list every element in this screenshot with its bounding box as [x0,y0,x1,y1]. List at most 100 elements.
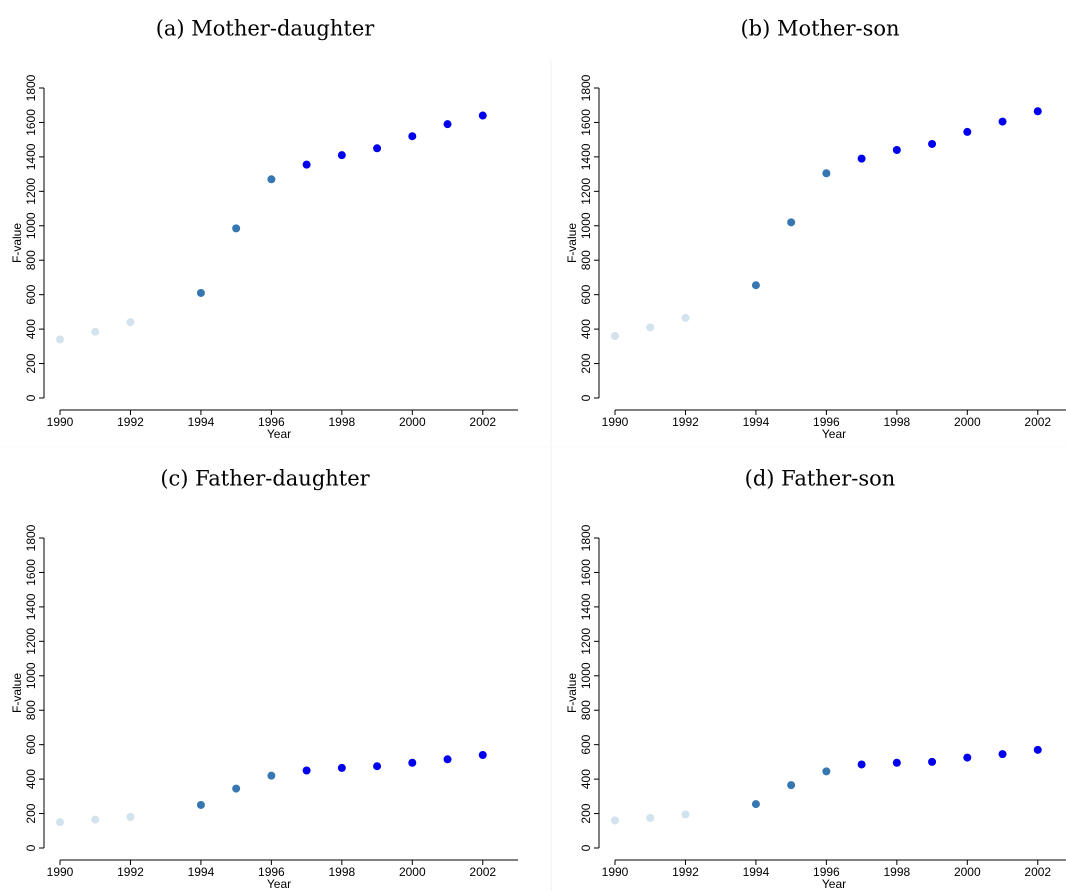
x-tick-label: 1992 [117,865,144,879]
point [126,813,135,821]
y-tick-label: 1400 [24,143,38,170]
x-tick-label: 2002 [469,865,496,879]
point [478,751,487,759]
y-tick-label: 0 [24,394,38,401]
point [302,160,311,169]
point [373,762,382,771]
y-axis-label: F-value [565,673,579,713]
y-tick-label: 600 [24,284,38,304]
point [646,813,655,822]
point [751,281,760,290]
x-tick-label: 1996 [258,415,285,429]
x-tick-label: 1998 [328,415,355,429]
point [928,757,937,766]
point [302,766,311,775]
y-tick-label: 0 [24,844,38,851]
point [196,800,205,809]
x-tick-label: 2002 [1024,415,1051,429]
y-tick-label: 600 [24,734,38,754]
point [998,750,1007,759]
y-tick-label: 800 [579,700,593,720]
y-tick-label: 800 [24,700,38,720]
y-tick-label: 1000 [24,212,38,239]
point [681,313,690,322]
point [443,755,452,764]
y-tick-label: 1600 [24,559,38,586]
point [373,144,382,153]
point [337,151,346,160]
y-tick-label: 1400 [24,593,38,620]
x-tick-label: 2002 [469,415,496,429]
point [56,335,64,344]
point [963,127,972,136]
point [1033,107,1042,116]
y-tick-label: 1000 [579,662,593,689]
y-tick-label: 1000 [24,662,38,689]
y-tick-label: 1600 [579,109,593,136]
x-tick-label: 2000 [399,865,426,879]
point [611,816,619,825]
y-tick-label: 200 [24,803,38,823]
x-axis-label: Year [267,877,291,891]
y-tick-label: 200 [579,803,593,823]
point [787,218,796,227]
point [196,288,205,297]
point [443,120,452,129]
y-tick-label: 1200 [24,178,38,205]
y-tick-label: 400 [24,319,38,339]
y-tick-label: 1400 [579,593,593,620]
panel-title: (b) Mother-son [740,17,899,41]
point [646,323,655,332]
point [928,139,937,148]
y-tick-label: 1200 [24,628,38,655]
point [681,810,690,819]
y-tick-label: 1800 [579,524,593,551]
point [337,763,346,772]
y-tick-label: 400 [24,769,38,789]
x-tick-label: 1994 [188,415,215,429]
x-tick-label: 1994 [743,865,770,879]
y-tick-label: 200 [24,353,38,373]
point [126,318,135,327]
x-tick-label: 1998 [883,865,910,879]
x-axis-label: Year [822,877,846,891]
point [232,784,241,793]
point [267,771,276,780]
point [56,818,64,827]
point [822,767,831,776]
y-tick-label: 400 [579,769,593,789]
point [822,169,831,178]
y-tick-label: 800 [579,250,593,270]
y-axis-label: F-value [565,223,579,263]
x-tick-label: 1996 [813,865,840,879]
y-tick-label: 0 [579,394,593,401]
y-tick-label: 1800 [24,524,38,551]
x-tick-label: 1992 [672,415,699,429]
x-axis-label: Year [267,427,291,441]
point [787,781,796,790]
y-tick-label: 200 [579,353,593,373]
point [478,111,487,120]
y-axis-label: F-value [10,673,24,713]
point [408,132,417,141]
x-tick-label: 1996 [258,865,285,879]
point [963,753,972,762]
point [1033,745,1042,754]
x-tick-label: 1996 [813,415,840,429]
x-tick-label: 1990 [47,415,74,429]
point [998,117,1007,126]
x-axis-label: Year [822,427,846,441]
x-tick-label: 2002 [1024,865,1051,879]
x-tick-label: 2000 [954,865,981,879]
y-tick-label: 600 [579,284,593,304]
point [408,758,417,767]
point [91,327,100,336]
point [611,332,619,340]
panel-title: (d) Father-son [745,467,896,491]
point [892,146,901,154]
point [751,800,760,809]
y-tick-label: 1000 [579,212,593,239]
x-tick-label: 1998 [328,865,355,879]
point [91,815,100,824]
y-tick-label: 1600 [579,559,593,586]
